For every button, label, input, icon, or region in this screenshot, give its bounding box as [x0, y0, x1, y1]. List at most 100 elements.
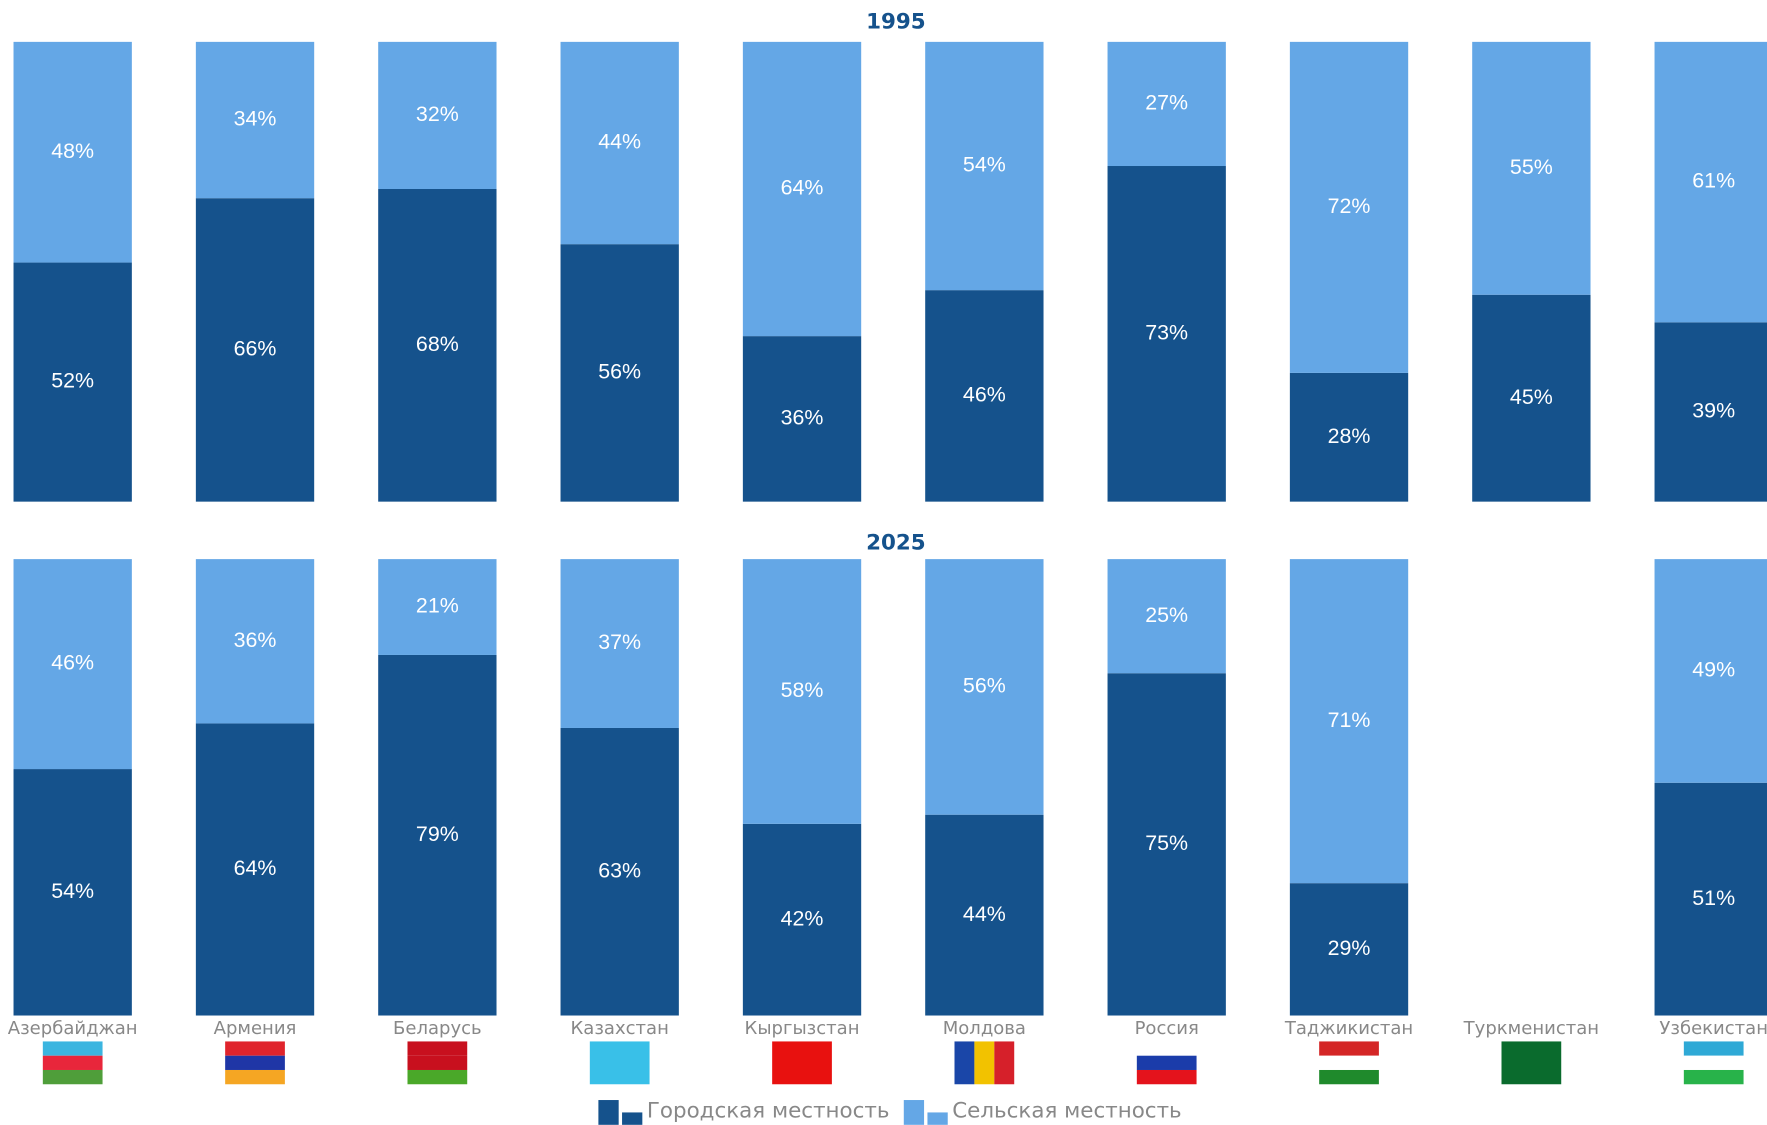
flag [1501, 1041, 1562, 1085]
data-label: 45% [1510, 385, 1553, 409]
data-label: 56% [963, 674, 1006, 698]
bar-segment [1472, 294, 1591, 502]
data-label: 32% [416, 102, 459, 126]
bar-segment [1289, 372, 1409, 502]
flag [407, 1069, 468, 1085]
bar-segment [1289, 883, 1409, 1016]
category-label: Туркменистан [1463, 1018, 1599, 1039]
data-label: 49% [1692, 658, 1735, 682]
flag [974, 1041, 995, 1085]
category-label: Молдова [943, 1018, 1026, 1039]
data-label: 64% [234, 856, 277, 880]
bar-segment [1654, 782, 1767, 1016]
bar-segment [195, 198, 315, 502]
bar-segment [925, 559, 1044, 815]
bar-segment [925, 814, 1044, 1016]
data-label: 71% [1328, 708, 1371, 732]
data-label: 21% [416, 594, 459, 618]
data-label: 54% [963, 153, 1006, 177]
flag [1319, 1055, 1379, 1070]
bar-segment [742, 823, 862, 1016]
bar-segment [1107, 559, 1226, 674]
bar-segment [560, 559, 679, 728]
bar-segment [742, 559, 862, 824]
bar-segment [1107, 166, 1226, 502]
data-label: 46% [51, 651, 94, 675]
data-label: 52% [51, 369, 94, 393]
bar-segment [378, 41, 497, 189]
flag [994, 1041, 1015, 1085]
bar-segment [560, 244, 679, 502]
data-label: 42% [781, 906, 824, 930]
flag [42, 1069, 103, 1085]
flag [589, 1041, 650, 1085]
data-label: 28% [1328, 424, 1371, 448]
category-label: Армения [214, 1018, 297, 1039]
bar-segment [195, 723, 315, 1016]
legend-swatch [622, 1112, 643, 1125]
data-label: 56% [598, 360, 641, 384]
data-label: 64% [781, 176, 824, 200]
category-label: Казахстан [571, 1018, 669, 1039]
data-label: 36% [234, 628, 277, 652]
bar-segment [195, 41, 315, 199]
data-label: 37% [598, 630, 641, 654]
flag [772, 1041, 832, 1085]
data-label: 34% [234, 107, 277, 131]
bar-segment [1654, 41, 1767, 323]
bar-segment [13, 41, 132, 263]
flag [407, 1041, 468, 1056]
category-label: Россия [1135, 1018, 1199, 1039]
category-label: Узбекистан [1659, 1018, 1767, 1039]
bar-segment [13, 262, 132, 502]
bar-segment [1289, 41, 1409, 373]
flag [225, 1055, 285, 1070]
bar-segment [378, 654, 497, 1016]
bar-segment [1107, 41, 1226, 167]
category-label: Беларусь [393, 1018, 482, 1039]
data-label: 58% [781, 678, 824, 702]
flag [42, 1041, 103, 1056]
data-label: 79% [416, 822, 459, 846]
flag [1319, 1069, 1379, 1085]
legend-swatch [598, 1100, 619, 1125]
bar-segment [378, 188, 497, 502]
bar-segment [378, 559, 497, 655]
data-label: 68% [416, 332, 459, 356]
bar-segment [1107, 673, 1226, 1016]
bar-segment [560, 41, 679, 245]
flag [1683, 1041, 1744, 1056]
bar-segment [1289, 559, 1409, 884]
flag [407, 1055, 468, 1070]
data-label: 44% [963, 902, 1006, 926]
bar-segment [742, 41, 862, 337]
bar-segment [925, 290, 1044, 502]
legend-swatch [903, 1100, 925, 1125]
data-label: 66% [234, 337, 277, 361]
bar-segment [1654, 559, 1767, 783]
data-label: 39% [1692, 399, 1735, 423]
flag [1136, 1055, 1197, 1070]
flag [225, 1069, 285, 1085]
data-label: 73% [1145, 320, 1188, 344]
chart-title: 1995 [866, 10, 926, 35]
category-label: Азербайджан [8, 1018, 138, 1039]
bar-segment [13, 769, 132, 1016]
flag [1683, 1055, 1744, 1070]
data-label: 51% [1692, 886, 1735, 910]
flag [1683, 1069, 1744, 1085]
bar-segment [925, 41, 1044, 291]
flag [1136, 1069, 1197, 1085]
bar-segment [13, 559, 132, 770]
flag [225, 1041, 285, 1056]
data-label: 29% [1328, 936, 1371, 960]
legend-label: Городская местность [647, 1098, 890, 1123]
data-label: 46% [963, 383, 1006, 407]
bar-segment [1472, 41, 1591, 295]
flag [1136, 1041, 1197, 1056]
chart-title: 2025 [866, 530, 926, 555]
data-label: 44% [598, 130, 641, 154]
legend-label: Сельская местность [952, 1098, 1181, 1123]
data-label: 36% [781, 406, 824, 430]
